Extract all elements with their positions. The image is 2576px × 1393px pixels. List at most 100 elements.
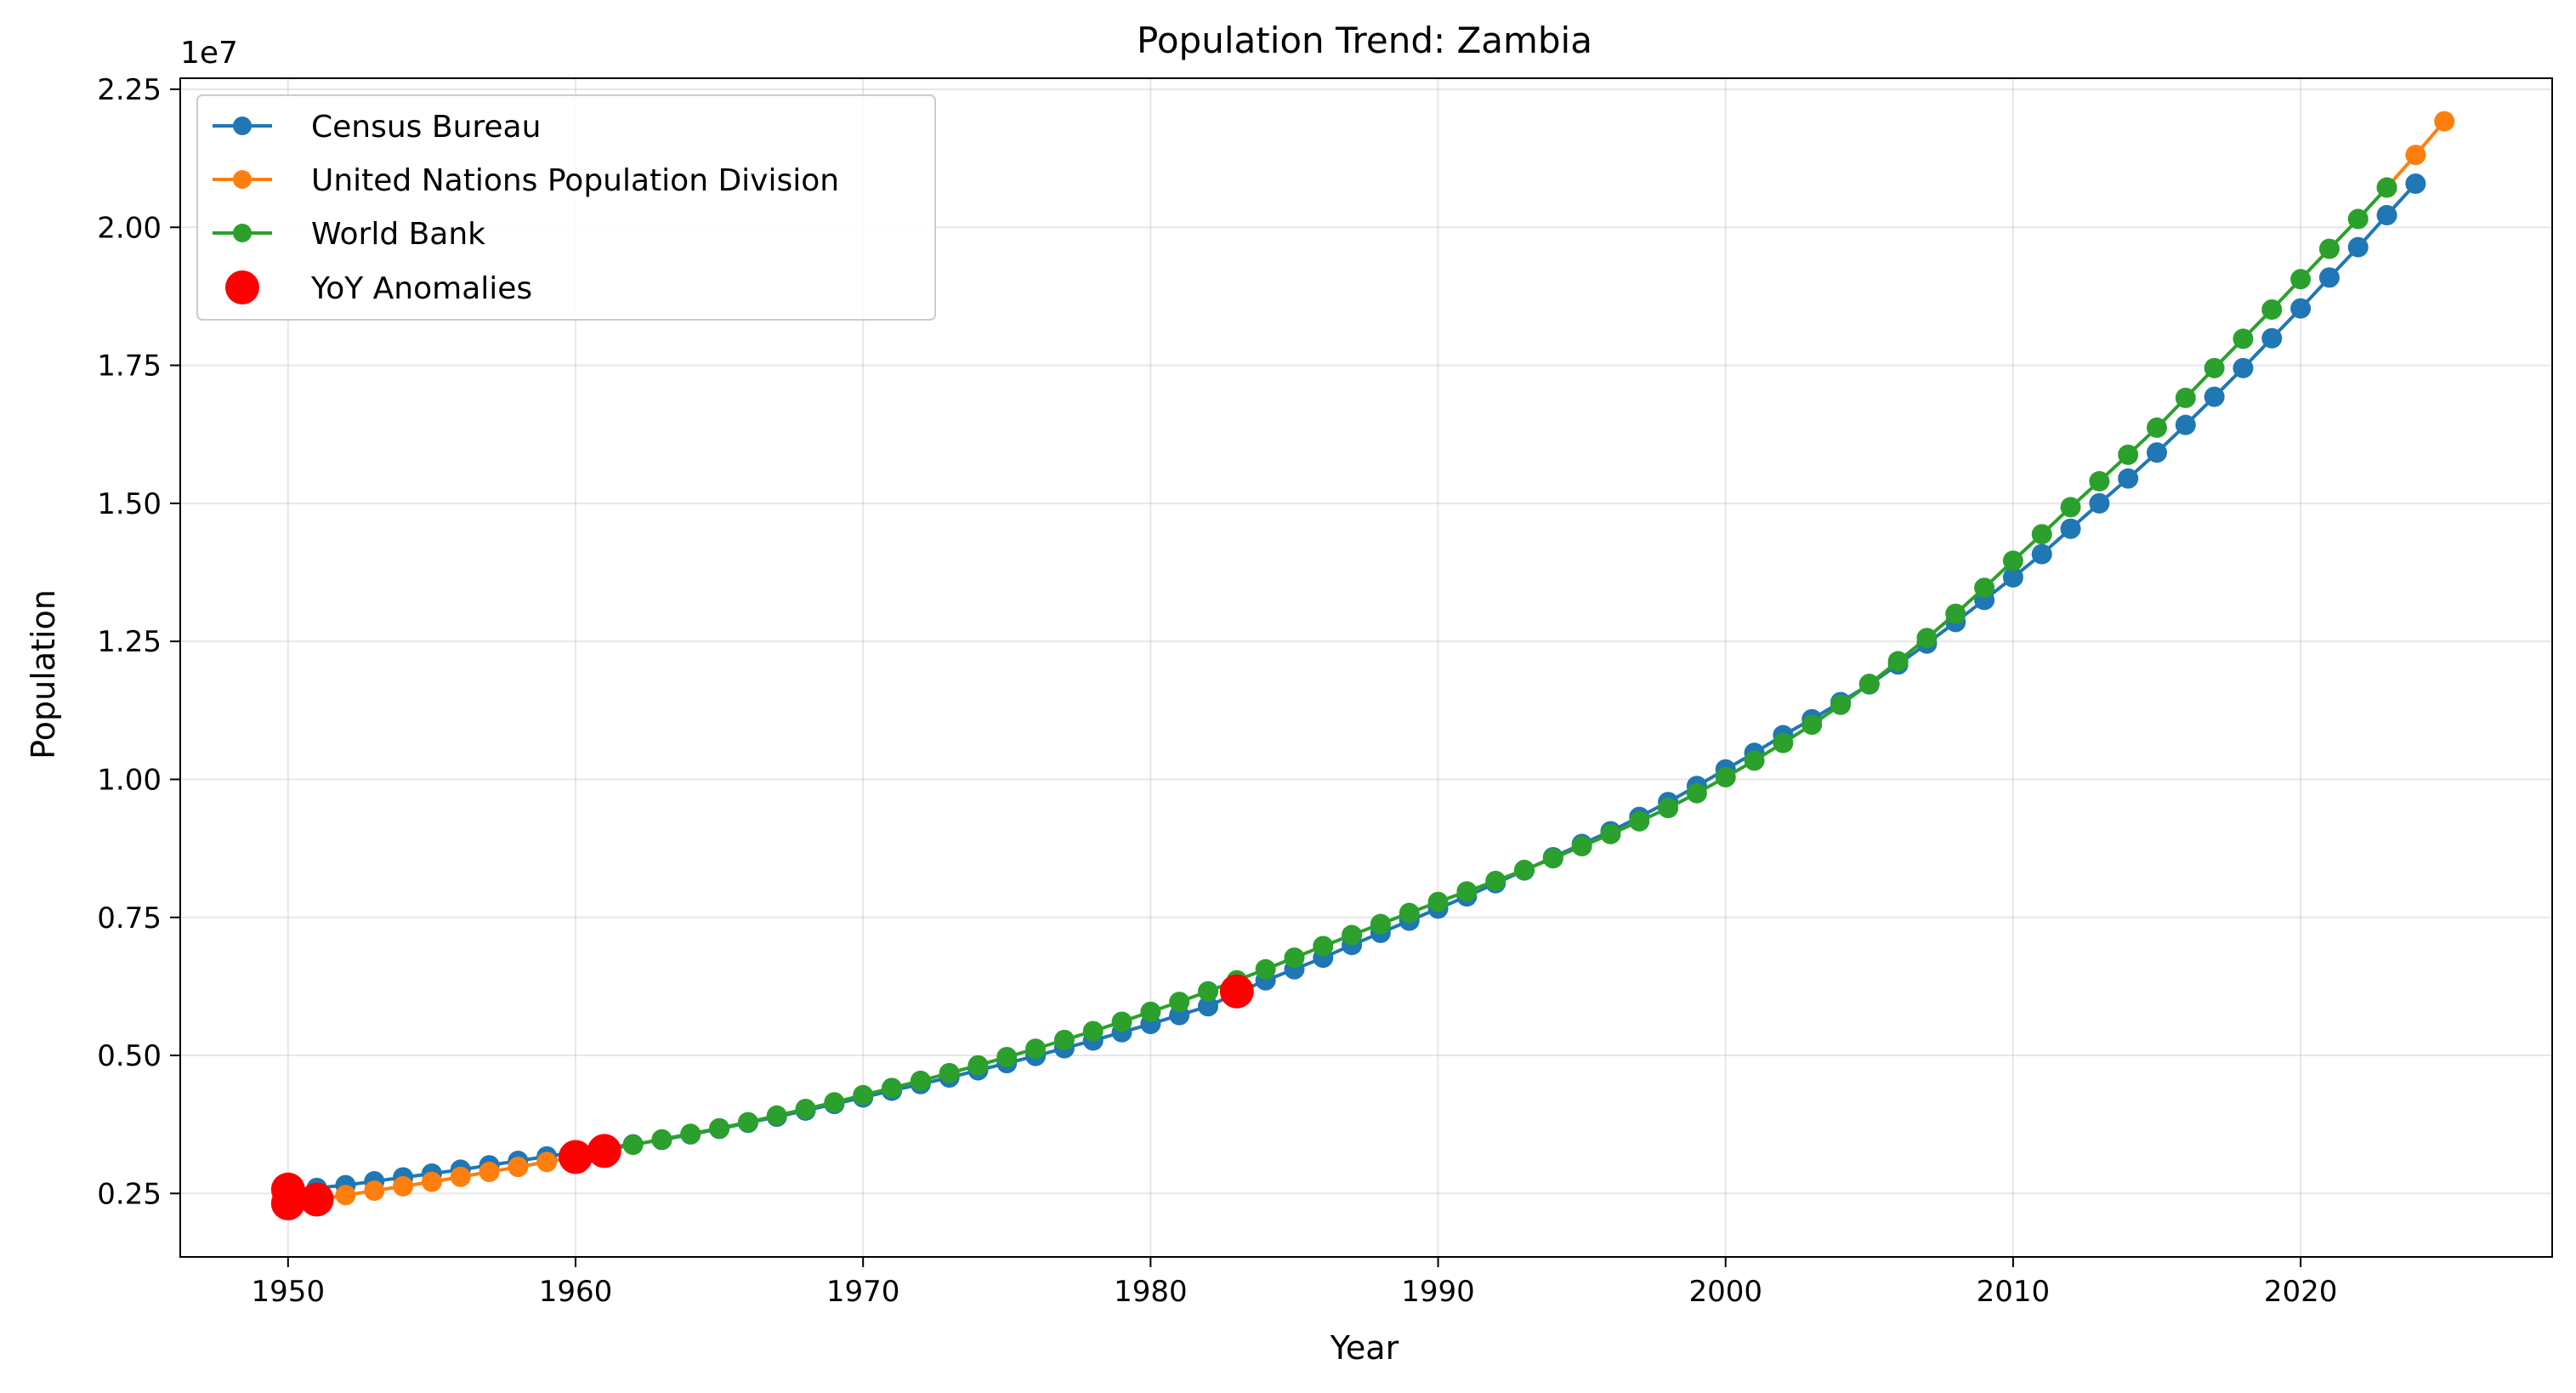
data-point [364, 1180, 385, 1202]
data-point [1801, 714, 1823, 736]
data-point [1399, 902, 1420, 924]
data-point [709, 1117, 730, 1139]
x-axis-label: Year [1330, 1329, 1399, 1367]
data-point [1198, 981, 1218, 1002]
legend-label: YoY Anomalies [310, 271, 532, 306]
data-point [2060, 497, 2081, 518]
data-point [1342, 924, 1363, 946]
chart-title: Population Trend: Zambia [1137, 20, 1592, 61]
data-point [2175, 414, 2196, 435]
series-3 [270, 974, 1254, 1221]
legend-marker [233, 170, 252, 189]
x-tick-label: 2020 [2264, 1275, 2338, 1309]
data-point [1370, 913, 1391, 935]
anomaly-point [587, 1134, 621, 1168]
legend-label: United Nations Population Division [311, 163, 839, 198]
data-point [1686, 782, 1707, 804]
y-tick-label: 2.25 [97, 73, 162, 107]
legend-marker [233, 117, 252, 135]
data-point [2147, 417, 2167, 438]
x-tick-label: 1970 [826, 1275, 900, 1309]
data-point [421, 1171, 442, 1192]
data-point [2318, 238, 2340, 259]
data-point [2118, 468, 2139, 489]
x-tick-label: 1960 [539, 1275, 613, 1309]
data-point [1773, 732, 1794, 753]
data-point [2002, 566, 2023, 588]
y-tick-label: 0.75 [97, 901, 162, 935]
data-point [2261, 299, 2283, 321]
data-point [1600, 823, 1621, 844]
data-point [882, 1077, 902, 1099]
legend-marker [225, 270, 259, 304]
legend-label: World Bank [311, 217, 485, 252]
data-point [622, 1134, 644, 1156]
data-point [967, 1055, 989, 1076]
y-tick-label: 1.50 [97, 487, 162, 521]
legend-item-world-bank: World Bank [213, 217, 485, 252]
data-point [2376, 204, 2397, 225]
data-point [1082, 1021, 1104, 1042]
data-point [2002, 550, 2023, 571]
legend: Census Bureau United Nations Population … [196, 94, 936, 321]
data-point [450, 1166, 471, 1187]
y-axis-label: Population [25, 589, 62, 759]
data-point [2233, 328, 2254, 350]
data-point [1744, 750, 1765, 771]
data-point [795, 1099, 816, 1120]
data-point [1140, 1001, 1161, 1022]
data-point [853, 1084, 874, 1106]
data-point [910, 1070, 931, 1091]
data-point [939, 1062, 960, 1083]
data-point [1571, 836, 1592, 857]
data-point [1858, 674, 1880, 695]
data-point [1945, 603, 1966, 624]
data-point [2347, 208, 2369, 230]
data-point [2405, 145, 2426, 166]
data-point [2405, 173, 2426, 194]
plot-frame [179, 77, 2553, 1258]
data-point [1887, 651, 1909, 672]
data-point [1916, 628, 1938, 649]
legend-item-yoy-anomalies: YoY Anomalies [225, 270, 532, 306]
data-point [2290, 269, 2312, 290]
x-tick-label: 2010 [1977, 1275, 2051, 1309]
data-point [508, 1157, 529, 1178]
data-point [2204, 386, 2225, 407]
y-tick-label: 1.00 [97, 763, 162, 797]
data-point [2089, 470, 2110, 492]
data-point [2060, 518, 2081, 539]
legend-frame [196, 94, 936, 321]
x-tick-label: 1950 [252, 1275, 326, 1309]
legend-item-un-population-division: United Nations Population Division [213, 163, 839, 198]
data-point [824, 1092, 845, 1113]
x-tick-label: 1990 [1401, 1275, 1475, 1309]
data-point [737, 1112, 758, 1133]
data-point [1456, 881, 1478, 902]
y-tick-label: 0.25 [97, 1177, 162, 1211]
data-point [2031, 543, 2052, 565]
data-point [1025, 1038, 1047, 1060]
data-point [1514, 859, 1535, 880]
data-point [2376, 177, 2397, 198]
data-point [2434, 111, 2455, 132]
data-point [1111, 1011, 1132, 1032]
data-point [2031, 524, 2052, 545]
y-axis-ticks: 0.25 0.50 0.75 1.00 1.25 1.50 1.75 2.00 2.25 [97, 73, 180, 1211]
legend-label: Census Bureau [311, 110, 541, 145]
data-point [1974, 577, 1995, 599]
data-point [1313, 935, 1334, 957]
data-point [680, 1123, 701, 1145]
data-point [2204, 357, 2225, 378]
legend-item-census-bureau: Census Bureau [213, 110, 541, 145]
y-axis-offset-label: 1e7 [180, 36, 238, 71]
anomaly-point [299, 1182, 334, 1217]
data-point [479, 1162, 500, 1183]
data-point [1255, 958, 1276, 980]
y-tick-label: 2.00 [97, 211, 162, 245]
data-point [2089, 492, 2110, 514]
anomaly-point [559, 1140, 593, 1174]
data-point [2290, 298, 2312, 319]
data-point [1284, 947, 1305, 969]
